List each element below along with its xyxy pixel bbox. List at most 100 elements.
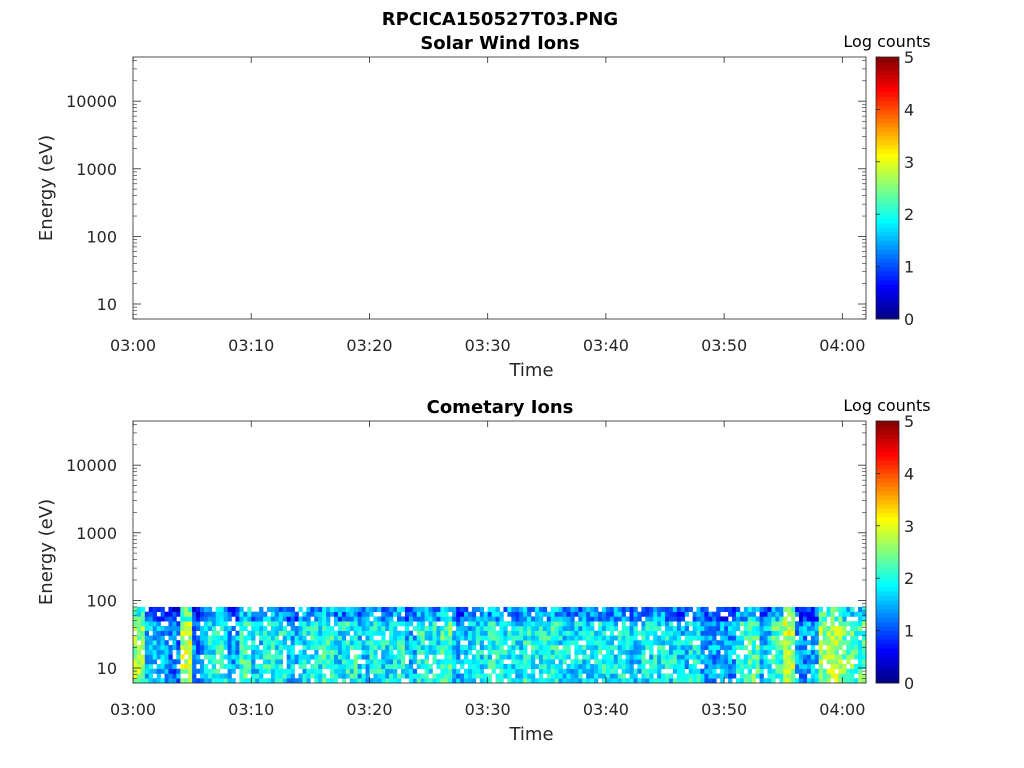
heatmap-cell <box>452 616 457 622</box>
heatmap-cell <box>491 635 496 641</box>
heatmap-cell <box>590 611 595 617</box>
heatmap-cell <box>799 625 804 632</box>
heatmap-cell <box>751 654 756 660</box>
heatmap-cell <box>799 640 804 646</box>
heatmap-cell <box>404 611 410 617</box>
heatmap-cell <box>519 621 524 627</box>
heatmap-cell <box>767 659 772 665</box>
heatmap-cell <box>700 611 705 617</box>
heatmap-cell <box>716 663 721 670</box>
colorbar-segment <box>876 61 899 67</box>
heatmap-cell <box>188 606 193 612</box>
heatmap-cell <box>306 668 311 674</box>
heatmap-cell <box>491 625 496 632</box>
heatmap-cell <box>649 654 654 660</box>
heatmap-cell <box>184 640 189 646</box>
heatmap-cell <box>850 678 855 684</box>
heatmap-cell <box>251 621 256 627</box>
heatmap-cell <box>661 606 666 612</box>
heatmap-cell <box>286 649 291 655</box>
heatmap-cell <box>570 663 575 670</box>
heatmap-cell <box>791 668 796 674</box>
colorbar-segment <box>876 270 899 276</box>
heatmap-cell <box>531 640 536 646</box>
heatmap-cell <box>775 663 780 670</box>
heatmap-cell <box>692 611 697 617</box>
heatmap-cell <box>704 616 709 622</box>
heatmap-cell <box>207 611 213 617</box>
heatmap-cell <box>424 611 429 617</box>
heatmap-cell <box>259 640 264 646</box>
heatmap-cell <box>215 630 220 636</box>
heatmap-cell <box>538 659 544 665</box>
heatmap-cell <box>771 644 776 651</box>
heatmap-cell <box>495 616 500 622</box>
heatmap-cell <box>404 640 410 646</box>
heatmap-cell <box>456 606 461 612</box>
heatmap-cell <box>361 630 366 636</box>
heatmap-cell <box>266 668 272 674</box>
heatmap-cell <box>452 630 457 636</box>
heatmap-cell <box>156 625 161 632</box>
heatmap-cell <box>270 663 276 670</box>
heatmap-cell <box>594 640 599 646</box>
heatmap-cell <box>661 644 666 651</box>
heatmap-cell <box>168 644 173 651</box>
heatmap-cell <box>759 640 764 646</box>
heatmap-cell <box>164 611 169 617</box>
heatmap-cell <box>531 606 536 612</box>
heatmap-cell <box>598 630 603 636</box>
heatmap-cell <box>444 630 449 636</box>
heatmap-cell <box>802 663 808 670</box>
heatmap-cell <box>661 649 666 655</box>
heatmap-cell <box>519 649 524 655</box>
heatmap-cell <box>215 640 220 646</box>
heatmap-cell <box>487 663 492 670</box>
heatmap-cell <box>767 606 772 612</box>
heatmap-cell <box>558 616 563 622</box>
heatmap-cell <box>479 644 485 651</box>
heatmap-cell <box>735 621 741 627</box>
heatmap-cell <box>822 668 827 674</box>
heatmap-cell <box>708 649 713 655</box>
colorbar-segment <box>876 218 899 224</box>
heatmap-cell <box>625 640 630 646</box>
heatmap-cell <box>507 611 512 617</box>
heatmap-cell <box>688 635 693 641</box>
heatmap-cell <box>594 635 599 641</box>
heatmap-cell <box>274 654 280 660</box>
heatmap-cell <box>755 635 760 641</box>
heatmap-cell <box>255 630 260 636</box>
heatmap-cell <box>172 668 177 674</box>
heatmap-cell <box>215 668 220 674</box>
heatmap-cell <box>550 644 555 651</box>
heatmap-cell <box>538 611 544 617</box>
heatmap-cell <box>700 649 705 655</box>
heatmap-cell <box>751 606 756 612</box>
heatmap-cell <box>708 611 713 617</box>
heatmap-cell <box>152 621 157 627</box>
heatmap-cell <box>227 625 232 632</box>
heatmap-cell <box>495 644 500 651</box>
heatmap-cell <box>609 625 615 632</box>
heatmap-cell <box>621 625 626 632</box>
heatmap-cell <box>326 678 331 684</box>
heatmap-cell <box>333 654 339 660</box>
heatmap-cell <box>306 625 311 632</box>
colorbar-segment <box>876 517 899 522</box>
heatmap-cell <box>802 668 808 674</box>
heatmap-cell <box>858 663 863 670</box>
y-tick-label: 100 <box>86 227 117 246</box>
heatmap-cell <box>310 673 315 679</box>
heatmap-cell <box>570 635 575 641</box>
colorbar-segment <box>876 626 899 632</box>
x-tick-label: 03:10 <box>228 700 274 719</box>
heatmap-cell <box>318 668 323 674</box>
heatmap-cell <box>467 635 473 641</box>
heatmap-cell <box>408 673 414 679</box>
heatmap-cell <box>239 625 244 632</box>
heatmap-cell <box>408 649 414 655</box>
heatmap-cell <box>365 649 370 655</box>
heatmap-cell <box>148 621 154 627</box>
heatmap-cell <box>633 659 638 665</box>
